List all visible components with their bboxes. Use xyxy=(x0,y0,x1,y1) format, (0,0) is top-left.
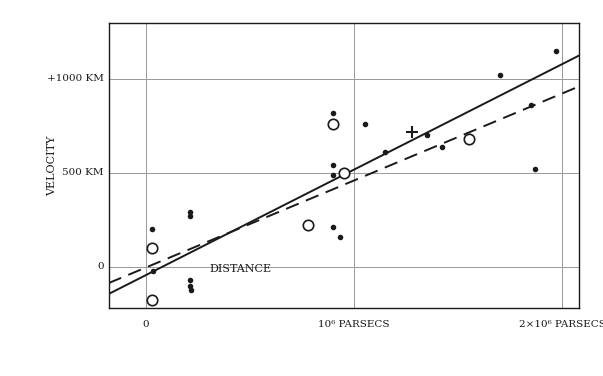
Text: +1000 KM: +1000 KM xyxy=(47,74,104,83)
Text: VELOCITY: VELOCITY xyxy=(47,135,57,196)
Text: 2×10⁶ PARSECS: 2×10⁶ PARSECS xyxy=(519,320,603,329)
Text: 0: 0 xyxy=(97,262,104,271)
Text: 500 KM: 500 KM xyxy=(62,168,104,177)
Text: DISTANCE: DISTANCE xyxy=(209,264,271,274)
Text: 10⁶ PARSECS: 10⁶ PARSECS xyxy=(318,320,390,329)
Text: 0: 0 xyxy=(143,320,150,329)
